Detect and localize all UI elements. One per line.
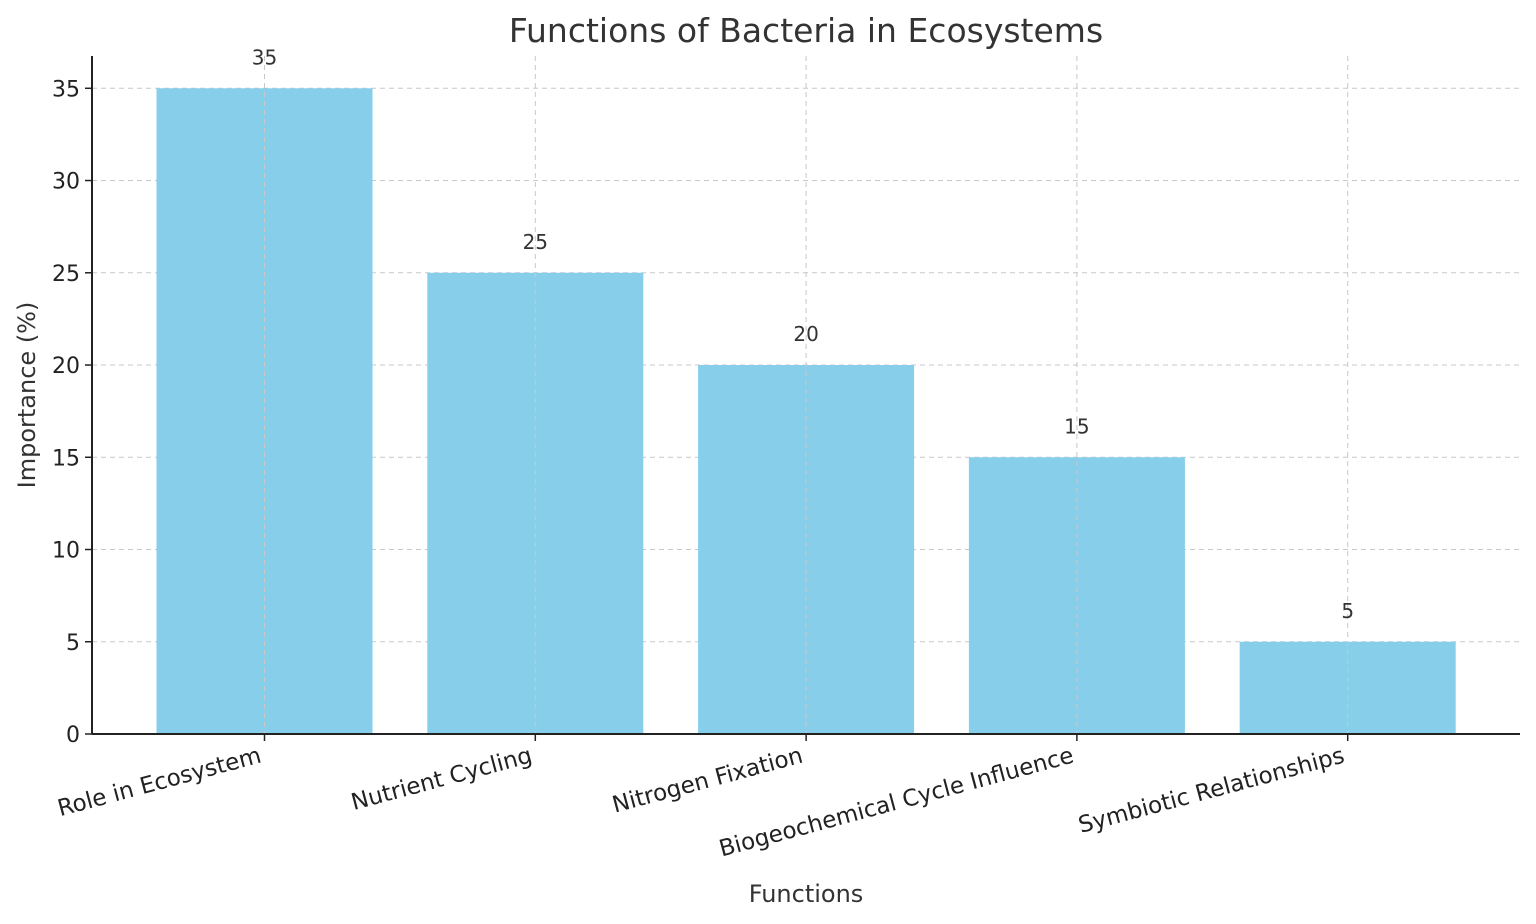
value-label: 15 (1064, 414, 1089, 438)
bar (427, 272, 644, 734)
x-tick-label: Nitrogen Fixation (610, 743, 806, 819)
y-tick-label: 25 (52, 262, 80, 287)
y-tick-label: 30 (52, 170, 80, 195)
y-axis-label: Importance (%) (13, 302, 41, 489)
value-label: 35 (252, 45, 277, 69)
y-tick-label: 15 (52, 446, 80, 471)
x-axis-label: Functions (749, 880, 864, 908)
y-tick-label: 5 (66, 631, 80, 656)
value-labels: 35 25 20 15 5 (252, 45, 1354, 622)
x-tick-label: Role in Ecosystem (55, 743, 264, 822)
x-tick-label: Symbiotic Relationships (1076, 743, 1348, 839)
value-label: 20 (793, 322, 818, 346)
bars (156, 88, 1456, 735)
y-tick-label: 20 (52, 354, 80, 379)
value-label: 5 (1341, 599, 1354, 623)
x-tick-label: Nutrient Cycling (348, 743, 534, 816)
value-label: 25 (523, 230, 548, 254)
y-tick-label: 0 (66, 723, 80, 748)
y-axis-ticks: 0 5 10 15 20 25 30 35 (52, 77, 92, 748)
y-tick-label: 35 (52, 77, 80, 102)
chart-title: Functions of Bacteria in Ecosystems (509, 11, 1103, 50)
y-tick-label: 10 (52, 539, 80, 564)
x-axis-ticks: Role in Ecosystem Nutrient Cycling Nitroge… (55, 734, 1349, 862)
